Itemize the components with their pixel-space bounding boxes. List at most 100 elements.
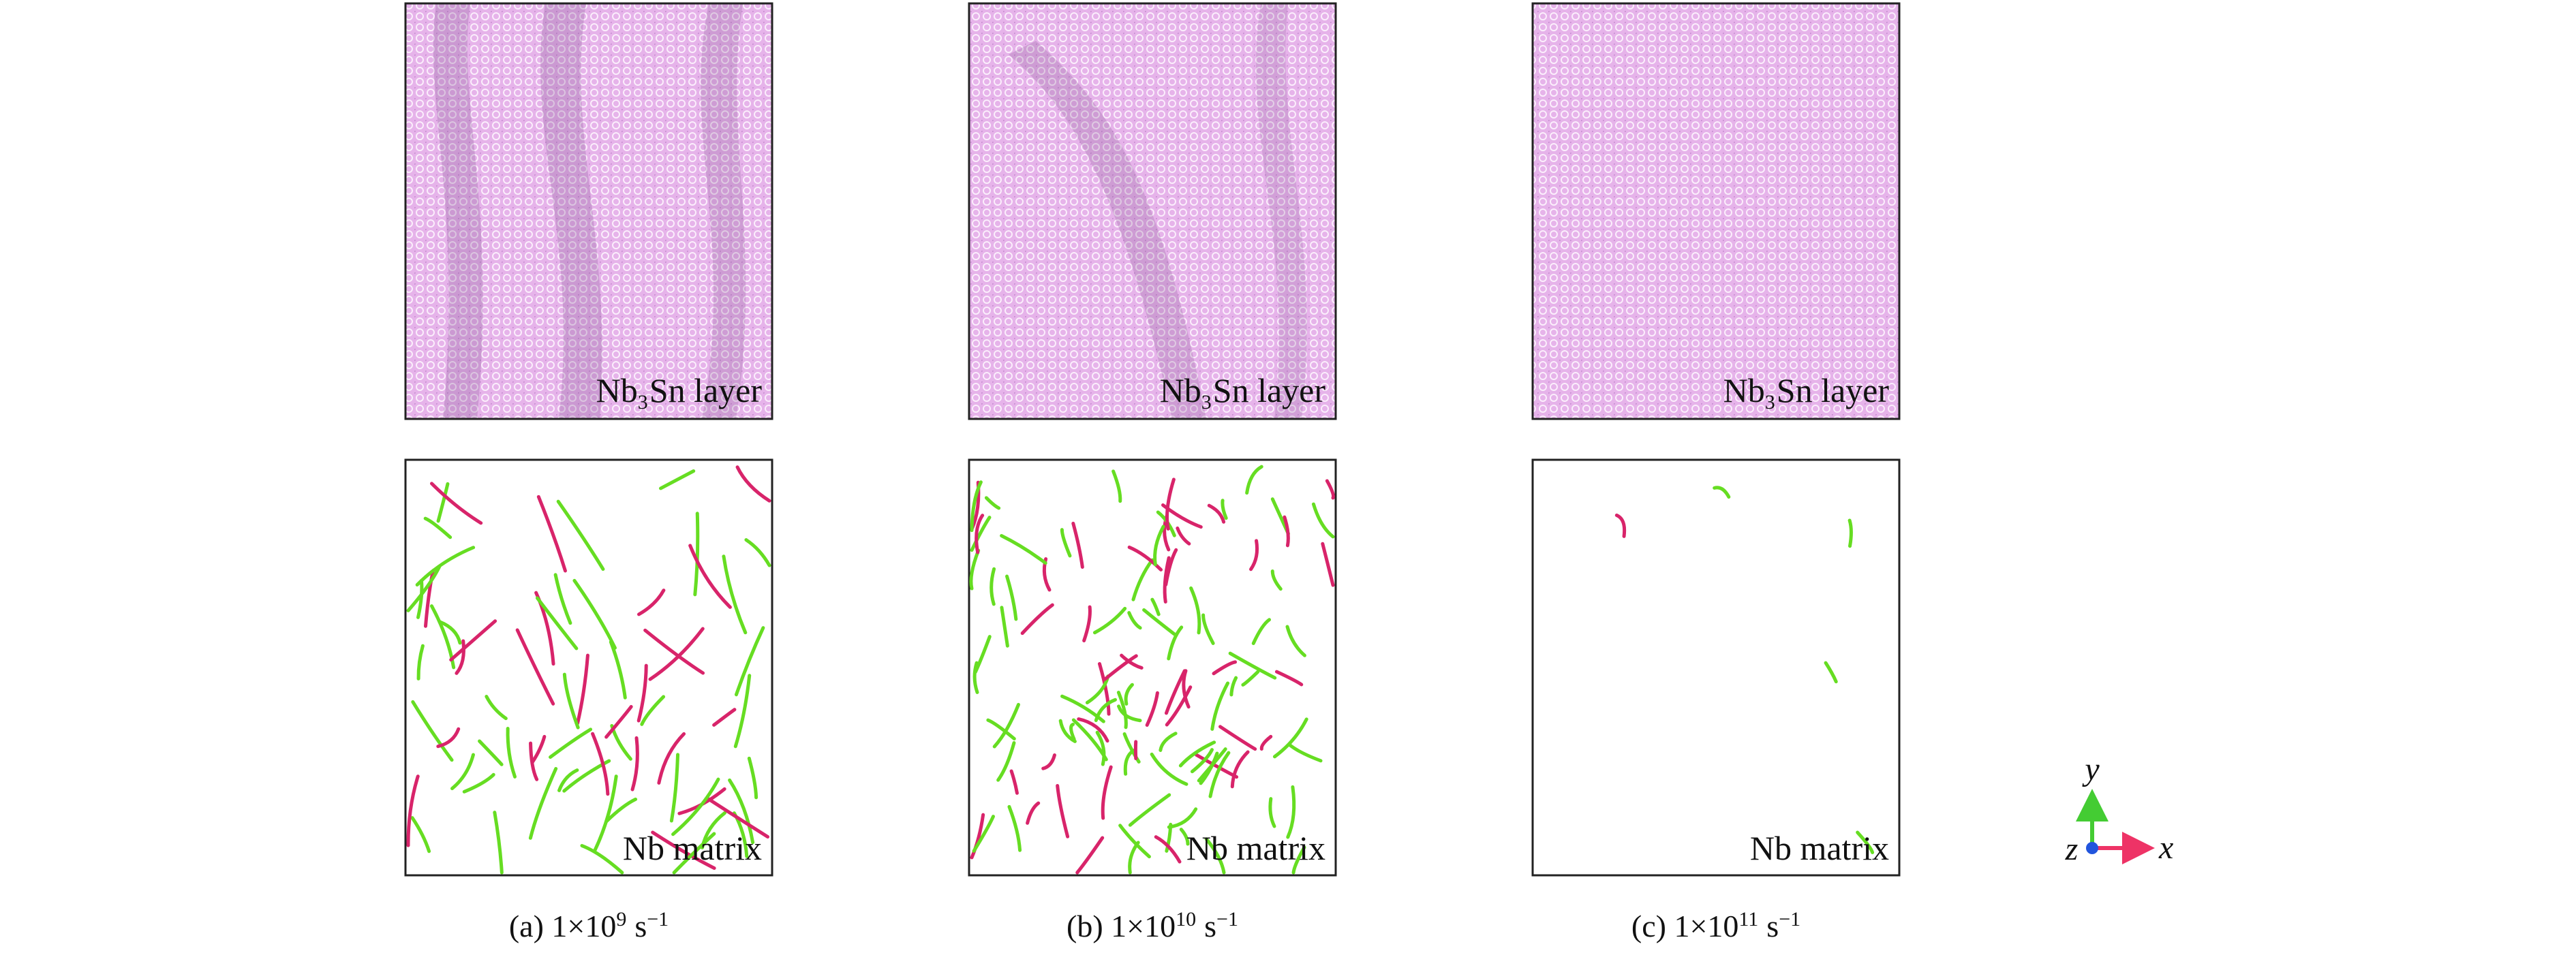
caption-unit-exponent: −1	[1779, 908, 1800, 930]
dislocation-line	[1204, 837, 1226, 875]
dislocation-line	[1272, 717, 1308, 759]
dislocation-line	[996, 741, 1016, 782]
dislocation-line	[1230, 750, 1250, 789]
dislocation-line	[657, 732, 686, 785]
dislocation-line	[1321, 542, 1335, 587]
dislocation-line	[992, 702, 1020, 749]
dislocation-line	[1009, 769, 1019, 795]
dislocation-line	[1120, 653, 1144, 670]
dislocation-line	[1131, 558, 1154, 601]
bottom-panel-b	[968, 458, 1337, 877]
dislocation-line	[515, 628, 555, 706]
dislocation-line	[1164, 548, 1178, 586]
dislocation-line	[1077, 717, 1109, 743]
dislocation-line	[416, 644, 425, 680]
dislocation-line	[1005, 574, 1018, 621]
dislocation-line	[705, 796, 770, 839]
dislocation-line	[969, 548, 981, 591]
label-part: Sn layer	[1777, 371, 1890, 409]
axis-label: z	[2065, 831, 2079, 867]
dislocation-line	[1165, 685, 1193, 727]
dislocation-line	[1178, 740, 1216, 768]
dislocation-line	[1060, 694, 1105, 723]
dislocation-line	[1026, 801, 1041, 825]
dislocation-line	[1097, 661, 1111, 716]
dislocation-line	[531, 734, 547, 764]
dislocation-line	[549, 727, 593, 760]
dislocation-line	[1311, 502, 1335, 539]
dislocation-line	[1154, 835, 1182, 864]
dislocation-line	[604, 705, 633, 739]
dislocation-line	[1164, 669, 1186, 715]
dislocation-line	[1000, 533, 1047, 565]
dislocation-line	[688, 544, 732, 609]
dislocation-line	[970, 516, 992, 552]
caption-unit-exponent: −1	[1216, 908, 1238, 930]
top-panel-c	[1531, 2, 1901, 420]
dislocation-line	[1060, 528, 1072, 558]
dislocation-line	[436, 727, 461, 749]
label-part: Sn layer	[649, 371, 763, 409]
dislocation-line	[1210, 681, 1230, 731]
dislocation-line	[528, 767, 558, 840]
label-part: Nb	[596, 371, 638, 409]
dislocation-line	[1020, 603, 1054, 636]
dislocation-line	[1248, 539, 1259, 572]
dislocation-line	[972, 815, 995, 853]
dislocation-line	[604, 797, 638, 824]
bottom-panel-a	[404, 458, 773, 877]
top-panel-a	[404, 2, 773, 420]
dislocation-line	[416, 578, 424, 619]
dislocation-line	[970, 480, 983, 533]
dislocation-line	[506, 727, 517, 779]
dislocation-line	[744, 538, 771, 567]
dislocation-line	[1824, 661, 1838, 684]
dislocation-line	[1182, 669, 1191, 709]
caption-unit: s	[1766, 909, 1779, 943]
dislocation-line	[438, 620, 462, 645]
axis-label: y	[2081, 751, 2100, 787]
dislocation-line	[1614, 513, 1627, 538]
dislocation-line	[1150, 597, 1161, 616]
caption-text: (b) 1×10	[1067, 909, 1176, 943]
dislocation-line	[1123, 749, 1135, 776]
label-part: Nb	[1160, 371, 1201, 409]
dislocation-line	[410, 816, 431, 854]
dislocation-line	[557, 768, 579, 792]
dislocation-line	[1082, 605, 1092, 642]
dislocation-line	[1142, 608, 1176, 636]
dislocation-line	[693, 512, 700, 597]
dislocation-line	[1207, 503, 1226, 524]
dislocation-line	[1041, 753, 1056, 770]
dislocation-line	[1111, 469, 1122, 503]
dislocation-line	[406, 774, 420, 847]
dislocation-line	[637, 589, 666, 616]
dislocation-line	[712, 708, 737, 727]
caption: (c) 1×1011 s−1	[1631, 908, 1800, 943]
dislocation-line	[609, 640, 627, 700]
dislocation-line	[450, 753, 475, 791]
dislocation-line	[747, 756, 758, 800]
dislocation-line	[1124, 683, 1134, 706]
dislocation-line	[1218, 725, 1257, 751]
dislocation-line	[1283, 515, 1290, 548]
dislocation-line	[735, 465, 771, 503]
dislocation-line	[429, 482, 483, 525]
dislocation-line	[1245, 465, 1263, 495]
dislocation-line	[1228, 651, 1277, 680]
caption-unit-exponent: −1	[647, 908, 669, 930]
label-part: Sn layer	[1213, 371, 1326, 409]
dislocation-line	[1000, 606, 1009, 648]
dislocation-line	[1288, 743, 1323, 763]
dislocation-line	[1179, 828, 1190, 846]
bottom-label: Nb matrix	[1750, 829, 1889, 867]
label-subscript: 3	[1201, 391, 1212, 413]
top-label: Nb3Sn layer	[1723, 371, 1890, 413]
bottom-label: Nb matrix	[1186, 829, 1325, 867]
caption-text: (a) 1×10	[509, 909, 617, 943]
dislocation-line	[436, 482, 450, 523]
dislocation-line	[406, 565, 442, 612]
dislocation-line	[1101, 765, 1113, 820]
dislocation-line	[562, 672, 580, 730]
